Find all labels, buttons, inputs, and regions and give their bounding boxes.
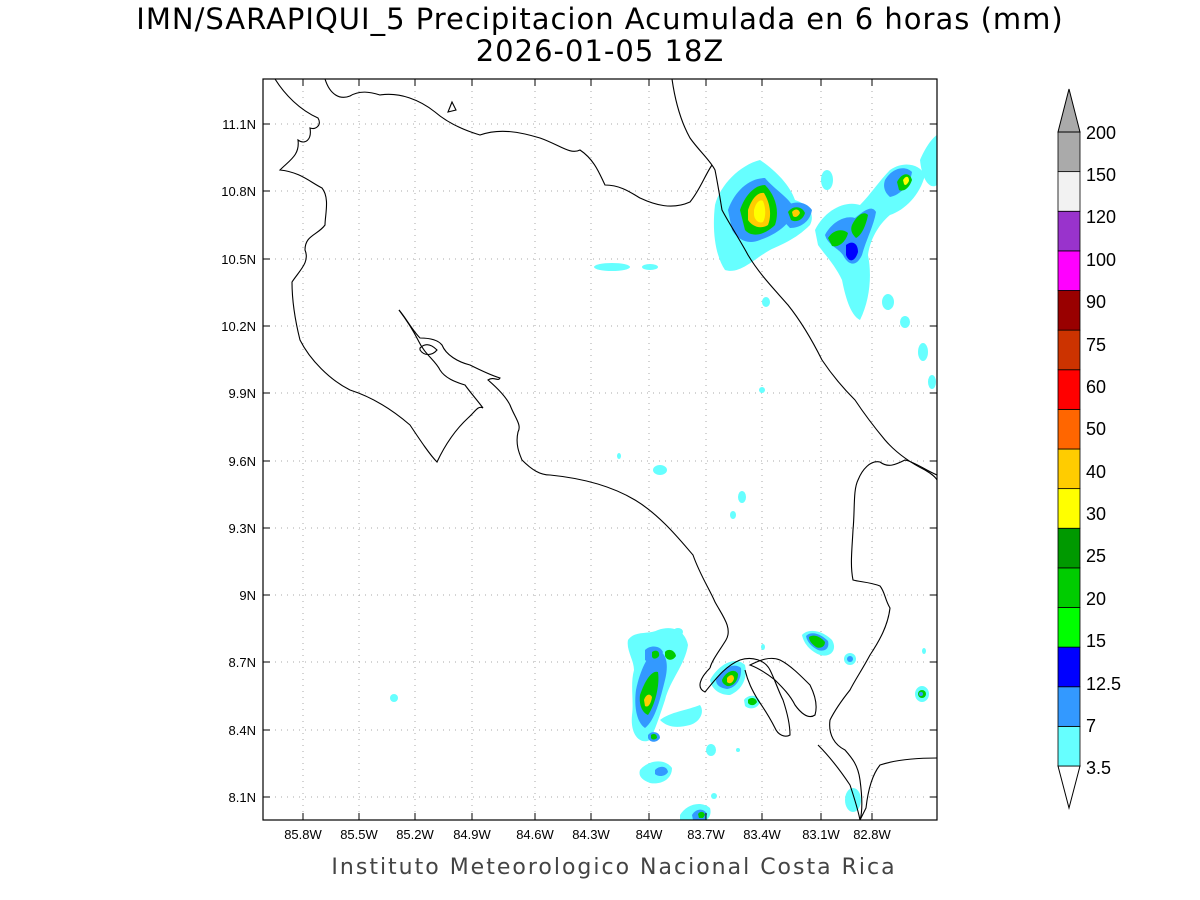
lon-label: 85.5W xyxy=(340,827,378,842)
burica-coast xyxy=(859,757,937,820)
caribbean-coast xyxy=(671,79,937,481)
colorbar-swatch xyxy=(1057,488,1081,529)
colorbar-label: 7 xyxy=(1086,716,1097,736)
map-title: IMN/SARAPIQUI_5 Precipitacion Acumulada … xyxy=(136,2,1064,36)
axis-ticks xyxy=(263,79,937,820)
lat-label: 9.9N xyxy=(229,386,256,401)
plot-frame xyxy=(262,78,938,821)
colorbar-swatch xyxy=(1057,408,1081,450)
lat-label: 10.2N xyxy=(221,319,256,334)
lon-label: 83.7W xyxy=(687,827,725,842)
colorbar-low-arrow xyxy=(1057,765,1081,810)
footer-credit: Instituto Meteorologico Nacional Costa R… xyxy=(331,855,897,880)
colorbar-label: 75 xyxy=(1086,335,1107,355)
precip-cell-north-2 xyxy=(594,135,937,393)
longitude-axis: 85.8W 85.5W 85.2W 84.9W 84.6W 84.3W 84W … xyxy=(284,827,891,842)
island-north xyxy=(447,100,457,113)
island-chira xyxy=(419,344,438,356)
colorbar-swatch xyxy=(1057,210,1081,252)
precip-cell-north-1 xyxy=(713,160,812,271)
lon-label: 85.8W xyxy=(284,827,322,842)
panama-border xyxy=(829,459,937,820)
colorbar-label: 120 xyxy=(1086,207,1117,227)
lat-label: 11.1N xyxy=(222,117,256,132)
lat-label: 9.6N xyxy=(229,454,256,469)
nicaragua-border xyxy=(274,79,484,463)
colorbar-swatch xyxy=(1057,329,1081,371)
grid-lines xyxy=(263,79,937,820)
colorbar-swatch xyxy=(1057,646,1081,688)
lat-label: 8.1N xyxy=(229,790,256,805)
lat-label: 10.8N xyxy=(221,184,256,199)
colorbar-label: 40 xyxy=(1086,462,1107,482)
lat-label: 9.3N xyxy=(229,521,256,536)
osa-peninsula xyxy=(699,657,791,737)
lat-label: 8.4N xyxy=(229,723,256,738)
colorbar-swatch xyxy=(1057,725,1081,767)
lat-label: 10.5N xyxy=(221,252,256,267)
lake-nicaragua-shore xyxy=(324,79,713,207)
latitude-axis: 8.1N 8.4N 8.7N 9N 9.3N 9.6N 9.9N 10.2N 1… xyxy=(221,117,256,805)
colorbar xyxy=(1057,88,1081,810)
colorbar-label: 20 xyxy=(1086,589,1107,609)
colorbar-swatch xyxy=(1057,607,1081,648)
colorbar-high-arrow xyxy=(1057,88,1081,133)
colorbar-label: 150 xyxy=(1086,165,1117,185)
lon-label: 83.4W xyxy=(743,827,781,842)
colorbar-swatch xyxy=(1057,250,1081,291)
colorbar-swatch xyxy=(1057,686,1081,727)
colorbar-swatch xyxy=(1057,131,1081,173)
colorbar-swatch xyxy=(1057,527,1081,569)
lon-label: 82.8W xyxy=(853,827,891,842)
colorbar-label: 30 xyxy=(1086,504,1107,524)
colorbar-label: 200 xyxy=(1086,123,1117,143)
map-datetime: 2026-01-05 18Z xyxy=(475,34,725,68)
plot-area xyxy=(262,78,938,821)
lon-label: 84.6W xyxy=(516,827,554,842)
lon-label: 83.1W xyxy=(802,827,840,842)
colorbar-label: 90 xyxy=(1086,292,1107,312)
lat-label: 8.7N xyxy=(229,655,256,670)
lon-label: 84W xyxy=(636,827,663,842)
colorbar-swatch xyxy=(1057,369,1081,410)
coastlines xyxy=(274,79,937,820)
colorbar-swatch xyxy=(1057,448,1081,490)
colorbar-label: 3.5 xyxy=(1086,758,1112,778)
lon-label: 84.9W xyxy=(453,827,491,842)
precip-cell-south-2 xyxy=(710,630,929,812)
golfo-dulce xyxy=(748,657,817,718)
colorbar-swatch xyxy=(1057,171,1081,212)
colorbar-swatch xyxy=(1057,567,1081,608)
colorbar-label: 50 xyxy=(1086,419,1107,439)
lat-label: 9N xyxy=(239,588,256,603)
colorbar-label: 60 xyxy=(1086,377,1107,397)
south-coast xyxy=(817,744,861,820)
lon-label: 84.3W xyxy=(572,827,610,842)
colorbar-label: 12.5 xyxy=(1086,674,1122,694)
precip-cells-scattered xyxy=(390,453,746,702)
colorbar-label: 25 xyxy=(1086,546,1107,566)
lon-label: 85.2W xyxy=(396,827,434,842)
precip-cell-south-1 xyxy=(627,628,717,820)
colorbar-label: 100 xyxy=(1086,250,1117,270)
nicoya-inner xyxy=(398,309,729,669)
colorbar-label: 15 xyxy=(1086,631,1107,651)
colorbar-swatch xyxy=(1057,290,1081,331)
precip-field xyxy=(390,135,937,820)
